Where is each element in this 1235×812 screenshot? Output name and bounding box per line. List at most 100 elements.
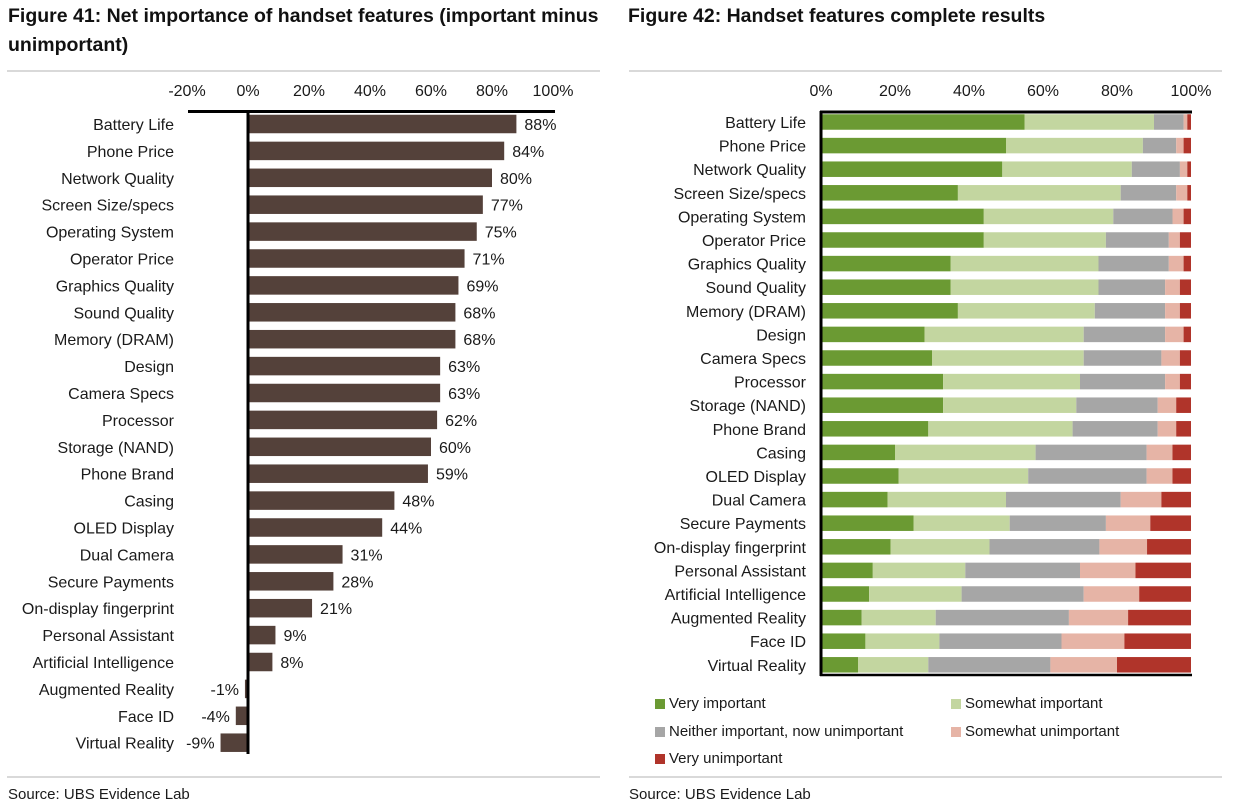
category-label: Personal Assistant: [42, 628, 174, 645]
figure-41-source: Source: UBS Evidence Lab: [8, 786, 190, 803]
category-label: Casing: [124, 494, 174, 511]
segment-somewhat-unimportant: [1165, 326, 1184, 343]
category-label: Storage (NAND): [690, 398, 806, 415]
bar-battery-life: [248, 114, 517, 134]
segment-somewhat-important: [943, 397, 1077, 413]
segment-very-unimportant: [1147, 539, 1191, 555]
segment-very-unimportant: [1135, 562, 1191, 579]
value-label: 48%: [402, 494, 434, 511]
segment-neither-important-now-unimportant: [928, 657, 1051, 673]
bar-processor: [248, 410, 438, 430]
segment-somewhat-important: [869, 586, 962, 602]
value-label: -1%: [210, 682, 238, 699]
segment-neither-important-now-unimportant: [1009, 515, 1106, 531]
x-tick-label: 60%: [1027, 83, 1059, 100]
segment-very-important: [821, 491, 888, 508]
chart-legend: Very important Somewhat important Neither …: [622, 690, 1222, 770]
segment-very-unimportant: [1183, 326, 1191, 343]
segment-somewhat-unimportant: [1165, 373, 1180, 390]
segment-very-unimportant: [1128, 609, 1191, 626]
value-label: 77%: [491, 198, 523, 215]
figure-42-bottom-rule: [629, 776, 1222, 778]
segment-somewhat-important: [950, 255, 1099, 272]
bar-personal-assistant: [248, 625, 276, 645]
legend-swatch: [655, 726, 665, 737]
segment-somewhat-important: [895, 444, 1036, 461]
bar-camera-specs: [248, 383, 441, 403]
segment-somewhat-unimportant: [1105, 515, 1151, 531]
category-label: Network Quality: [61, 171, 174, 188]
segment-very-unimportant: [1183, 208, 1191, 225]
value-label: 63%: [448, 359, 480, 376]
segment-neither-important-now-unimportant: [1154, 114, 1184, 130]
category-label: Secure Payments: [48, 574, 174, 591]
segment-neither-important-now-unimportant: [1072, 421, 1158, 437]
segment-somewhat-unimportant: [1146, 444, 1173, 461]
segment-somewhat-important: [858, 657, 929, 673]
x-tick-label: 20%: [293, 83, 325, 100]
segment-somewhat-important: [1024, 114, 1154, 130]
category-label: Storage (NAND): [58, 440, 174, 457]
segment-very-unimportant: [1176, 397, 1191, 413]
segment-very-unimportant: [1124, 633, 1191, 649]
segment-somewhat-unimportant: [1161, 350, 1180, 366]
value-label: 69%: [466, 278, 498, 295]
segment-somewhat-important: [983, 208, 1114, 225]
segment-neither-important-now-unimportant: [1083, 326, 1166, 343]
category-label: Casing: [756, 445, 806, 462]
category-label: Graphics Quality: [56, 278, 174, 295]
segment-very-important: [821, 255, 951, 272]
value-label: -4%: [201, 709, 229, 726]
value-label: 8%: [280, 655, 303, 672]
figure-41-top-rule: [7, 70, 600, 72]
segment-neither-important-now-unimportant: [1105, 232, 1169, 248]
category-label: Network Quality: [693, 162, 806, 179]
segment-somewhat-unimportant: [1176, 185, 1188, 201]
value-label: 80%: [500, 171, 532, 188]
category-label: Operator Price: [70, 252, 174, 269]
legend-label: Somewhat important: [965, 695, 1103, 712]
figure-42-title: Figure 42: Handset features complete res…: [628, 5, 1046, 27]
category-label: Sound Quality: [705, 280, 806, 297]
segment-somewhat-unimportant: [1080, 562, 1136, 579]
segment-very-unimportant: [1150, 515, 1191, 531]
category-label: Artificial Intelligence: [665, 587, 807, 604]
legend-swatch: [655, 753, 665, 764]
segment-very-important: [821, 303, 958, 319]
value-label: 9%: [283, 628, 306, 645]
category-label: Camera Specs: [700, 351, 806, 368]
segment-very-important: [821, 114, 1025, 130]
value-label: 68%: [463, 332, 495, 349]
bar-augmented-reality: [244, 679, 248, 699]
x-tick-label: 0%: [809, 83, 832, 100]
x-tick-label: 40%: [953, 83, 985, 100]
segment-somewhat-important: [950, 279, 1099, 295]
segment-very-important: [821, 586, 870, 602]
segment-neither-important-now-unimportant: [1098, 255, 1169, 272]
bar-storage-nand-: [248, 437, 431, 457]
segment-somewhat-unimportant: [1168, 255, 1184, 272]
segment-very-unimportant: [1187, 161, 1191, 177]
segment-very-important: [821, 326, 925, 343]
segment-very-important: [821, 562, 873, 579]
segment-somewhat-important: [861, 609, 936, 626]
segment-very-unimportant: [1183, 137, 1191, 154]
value-label: 71%: [473, 252, 505, 269]
value-label: 28%: [341, 574, 373, 591]
segment-very-important: [821, 279, 951, 295]
value-label: 44%: [390, 521, 422, 538]
segment-somewhat-unimportant: [1050, 657, 1117, 673]
segment-very-important: [821, 609, 862, 626]
segment-very-important: [821, 468, 899, 484]
value-label: 88%: [524, 117, 556, 134]
segment-neither-important-now-unimportant: [935, 609, 1069, 626]
legend-label: Very important: [669, 695, 766, 712]
figure-41-panel: Figure 41: Net importance of handset fea…: [0, 0, 605, 812]
segment-neither-important-now-unimportant: [939, 633, 1062, 649]
segment-very-unimportant: [1187, 114, 1191, 130]
value-label: 75%: [485, 225, 517, 242]
segment-somewhat-important: [913, 515, 1010, 531]
segment-somewhat-important: [898, 468, 1029, 484]
category-label: Phone Price: [87, 144, 174, 161]
segment-somewhat-unimportant: [1165, 303, 1180, 319]
